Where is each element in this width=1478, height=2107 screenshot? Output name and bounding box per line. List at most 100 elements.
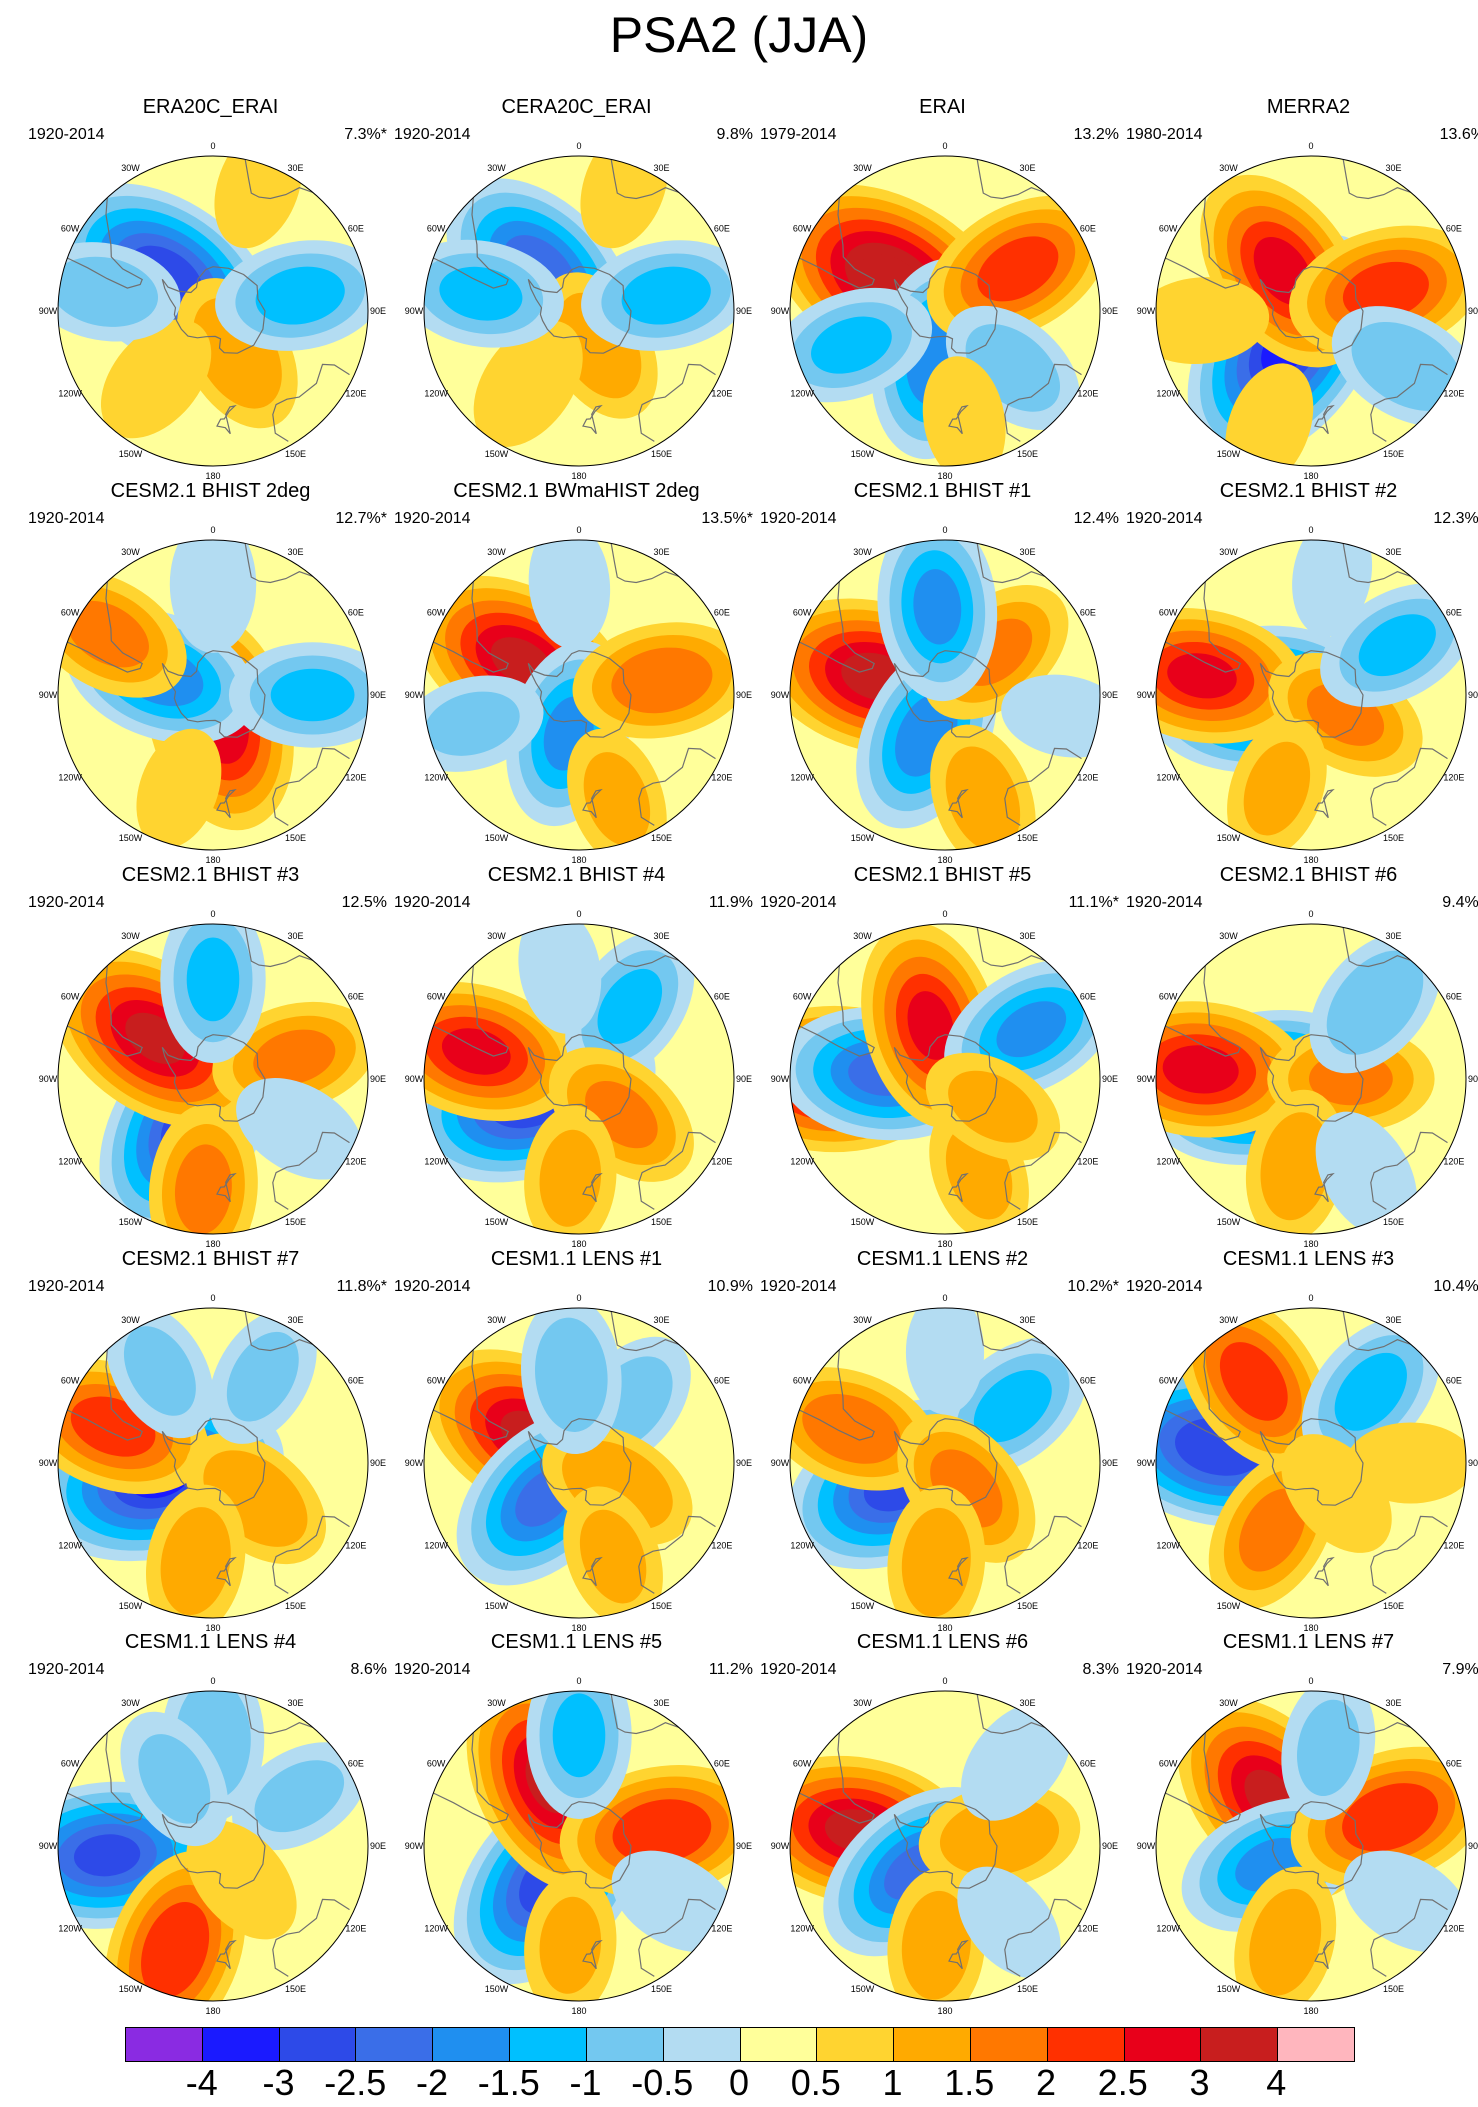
- colorbar-box: [1278, 2028, 1354, 2061]
- longitude-label: 180: [937, 471, 952, 481]
- map-outline: [1155, 155, 1467, 467]
- coastline: [610, 1311, 679, 1352]
- longitude-label: 150E: [651, 833, 672, 843]
- panel-variance: 13.5%*: [701, 510, 753, 527]
- coastline: [1165, 581, 1241, 673]
- colorbar-tick-label: -1.5: [477, 2062, 540, 2103]
- longitude-label: 0: [942, 1676, 947, 1686]
- longitude-label: 60W: [61, 224, 80, 234]
- coastline: [216, 1172, 237, 1203]
- longitude-label: 180: [205, 1623, 220, 1633]
- coastline: [948, 1556, 969, 1587]
- coastline: [976, 159, 1045, 200]
- contour-level: [901, 1507, 971, 1617]
- longitude-label: 180: [205, 471, 220, 481]
- panel-period: 1920-2014: [760, 510, 837, 527]
- panel-variance: 9.4%*: [1442, 894, 1478, 911]
- coastline: [638, 747, 716, 826]
- coastline: [1342, 927, 1411, 968]
- longitude-label: 60W: [793, 1376, 812, 1386]
- contour-level: [160, 1507, 231, 1616]
- longitude-label: 90W: [405, 1458, 424, 1468]
- longitude-label: 60E: [348, 224, 364, 234]
- coastline: [1314, 1556, 1335, 1587]
- contour-level: [186, 1820, 297, 1940]
- longitude-label: 120E: [711, 1541, 732, 1551]
- longitude-label: 60E: [1446, 1376, 1462, 1386]
- map-panel: CESM1.1 LENS #6 1920-2014 8.3% 0 30E 60E 90E 12…: [760, 1631, 1125, 2016]
- panel-variance: 12.3%*: [1433, 510, 1478, 527]
- longitude-label: 30W: [487, 163, 506, 173]
- coastline: [638, 1898, 716, 1977]
- longitude-label: 90E: [1468, 306, 1478, 316]
- coastline: [1259, 266, 1364, 354]
- contour-level: [611, 1850, 734, 1953]
- longitude-label: 60E: [1446, 608, 1462, 618]
- longitude-label: 30W: [121, 163, 140, 173]
- longitude-label: 180: [937, 855, 952, 865]
- longitude-label: 90W: [39, 1458, 58, 1468]
- panel-title: CESM1.1 LENS #1: [490, 1248, 663, 1270]
- longitude-label: 150E: [651, 1217, 672, 1227]
- coastline: [1342, 1311, 1411, 1352]
- colorbar-tick-label: -2.5: [324, 2062, 387, 2103]
- longitude-label: 60E: [1446, 224, 1462, 234]
- longitude-label: 30E: [287, 1698, 303, 1708]
- longitude-label: 120W: [424, 773, 448, 783]
- longitude-label: 30W: [121, 547, 140, 557]
- coastline: [582, 1939, 603, 1970]
- colorbar-box: [817, 2028, 895, 2061]
- contour-level: [255, 266, 345, 325]
- coastline: [272, 1131, 350, 1210]
- contour-level: [1243, 741, 1311, 836]
- coastline: [799, 1349, 875, 1441]
- longitude-label: 30E: [1019, 1315, 1035, 1325]
- longitude-label: 180: [937, 2006, 952, 2016]
- coastline: [610, 543, 679, 584]
- anomaly-center: [232, 1742, 367, 1851]
- contour-level: [922, 356, 1006, 466]
- longitude-label: 90W: [405, 690, 424, 700]
- longitude-label: 150W: [119, 449, 143, 459]
- colorbar-box: [1124, 2028, 1202, 2061]
- longitude-label: 30E: [1019, 1698, 1035, 1708]
- map-outline: [423, 539, 735, 851]
- longitude-label: 180: [571, 1623, 586, 1633]
- longitude-label: 90W: [39, 306, 58, 316]
- longitude-label: 150W: [485, 1601, 509, 1611]
- longitude-label: 150E: [651, 449, 672, 459]
- longitude-label: 90E: [736, 306, 752, 316]
- contour-level: [612, 1799, 712, 1864]
- longitude-label: 90E: [370, 690, 386, 700]
- coastline: [976, 1694, 1045, 1735]
- panel-title: CESM2.1 BHIST #5: [853, 864, 1032, 886]
- anomaly-center: [521, 1308, 622, 1455]
- panel-period: 1920-2014: [28, 1661, 105, 1678]
- longitude-label: 90E: [1102, 690, 1118, 700]
- anomaly-center: [160, 924, 266, 1064]
- contour-level: [169, 540, 257, 653]
- longitude-label: 180: [571, 1239, 586, 1249]
- longitude-label: 30E: [1385, 547, 1401, 557]
- coastline: [799, 197, 875, 289]
- longitude-label: 60E: [348, 992, 364, 1002]
- longitude-label: 180: [1303, 855, 1318, 865]
- longitude-label: 60E: [348, 1376, 364, 1386]
- coastline: [1314, 1172, 1335, 1203]
- map-panel: CESM2.1 BHIST 2deg 1920-2014 12.7%* 0 30E 60E…: [28, 480, 393, 865]
- longitude-label: 120E: [711, 389, 732, 399]
- panel-period: 1920-2014: [394, 126, 471, 143]
- anomaly-center: [957, 1866, 1061, 1979]
- longitude-label: 120E: [1443, 773, 1464, 783]
- contour-level: [1167, 653, 1237, 699]
- longitude-label: 120W: [1156, 1157, 1180, 1167]
- coastline: [244, 1694, 313, 1735]
- contour-level: [621, 266, 711, 325]
- longitude-label: 180: [937, 1623, 952, 1633]
- longitude-label: 90E: [736, 1458, 752, 1468]
- contour-level: [1334, 1352, 1407, 1431]
- longitude-label: 30E: [287, 1315, 303, 1325]
- longitude-label: 30E: [287, 163, 303, 173]
- longitude-label: 150E: [285, 1217, 306, 1227]
- anomaly-center: [1245, 1089, 1346, 1234]
